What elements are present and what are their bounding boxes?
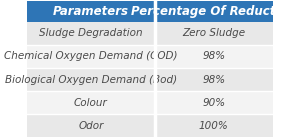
FancyBboxPatch shape bbox=[27, 68, 155, 91]
Text: Percentage Of Reduction: Percentage Of Reduction bbox=[131, 5, 296, 18]
FancyBboxPatch shape bbox=[27, 1, 155, 22]
FancyBboxPatch shape bbox=[27, 91, 155, 114]
FancyBboxPatch shape bbox=[27, 114, 155, 137]
Text: Biological Oxygen Demand (Bod): Biological Oxygen Demand (Bod) bbox=[5, 75, 177, 84]
Text: 90%: 90% bbox=[202, 98, 225, 108]
FancyBboxPatch shape bbox=[155, 1, 273, 22]
Text: Sludge Degradation: Sludge Degradation bbox=[39, 28, 143, 38]
FancyBboxPatch shape bbox=[27, 45, 155, 68]
Text: Colour: Colour bbox=[74, 98, 108, 108]
Text: Odor: Odor bbox=[78, 121, 103, 131]
Text: 98%: 98% bbox=[202, 51, 225, 61]
Text: Zero Sludge: Zero Sludge bbox=[182, 28, 245, 38]
Text: 98%: 98% bbox=[202, 75, 225, 84]
FancyBboxPatch shape bbox=[155, 91, 273, 114]
FancyBboxPatch shape bbox=[155, 68, 273, 91]
FancyBboxPatch shape bbox=[155, 114, 273, 137]
Text: 100%: 100% bbox=[199, 121, 229, 131]
FancyBboxPatch shape bbox=[27, 22, 155, 45]
FancyBboxPatch shape bbox=[155, 45, 273, 68]
Text: Parameters: Parameters bbox=[53, 5, 129, 18]
FancyBboxPatch shape bbox=[155, 22, 273, 45]
Text: Chemical Oxygen Demand (COD): Chemical Oxygen Demand (COD) bbox=[4, 51, 178, 61]
